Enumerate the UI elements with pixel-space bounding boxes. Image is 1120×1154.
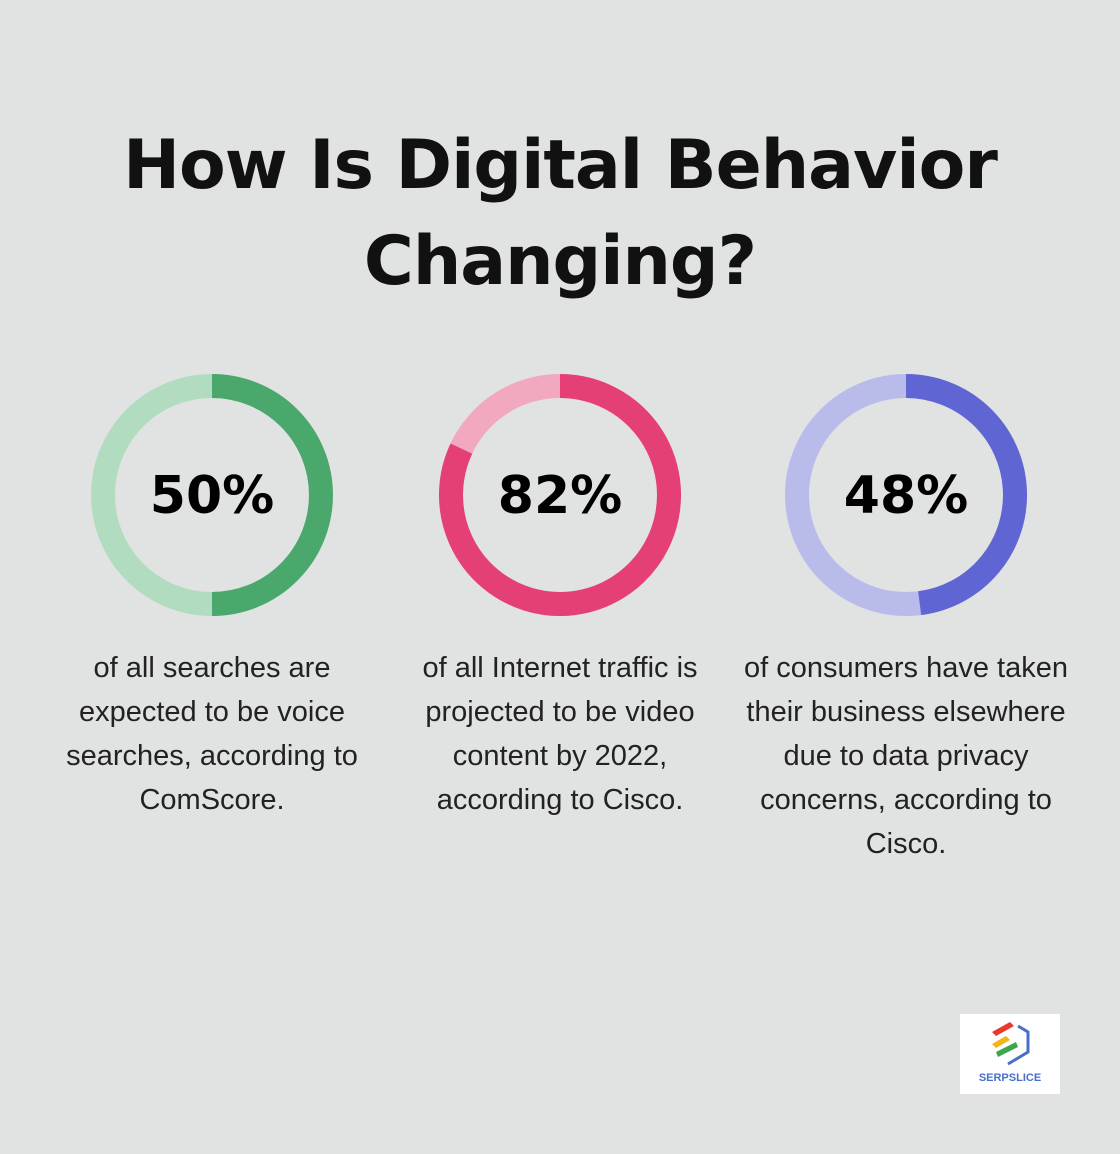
donut-arc xyxy=(439,374,681,616)
serpslice-logo: SERPSLICE xyxy=(960,1014,1060,1094)
donut-chart: 50% xyxy=(91,374,333,616)
stat-card-data-privacy: 48% of consumers have taken their busine… xyxy=(736,370,1076,866)
stat-description: of all searches are expected to be voice… xyxy=(66,652,358,816)
stat-card-video-traffic: 82% of all Internet traffic is projected… xyxy=(390,370,730,822)
donut-chart: 82% xyxy=(439,374,681,616)
logo-mark-icon xyxy=(992,1022,1030,1066)
logo-text: SERPSLICE xyxy=(978,1072,1042,1084)
stat-description: of all Internet traffic is projected to … xyxy=(422,652,698,816)
percentage-label: 48% xyxy=(844,466,968,526)
stat-card-voice-search: 50% of all searches are expected to be v… xyxy=(42,370,382,822)
stat-description: of consumers have taken their business e… xyxy=(743,652,1068,860)
donut-chart: 48% xyxy=(785,374,1027,616)
page-title: How Is Digital Behavior Changing? xyxy=(123,126,998,301)
donut-arc xyxy=(211,374,333,616)
percentage-label: 50% xyxy=(150,466,274,526)
donut-arc xyxy=(905,374,1027,616)
percentage-label: 82% xyxy=(498,466,622,526)
